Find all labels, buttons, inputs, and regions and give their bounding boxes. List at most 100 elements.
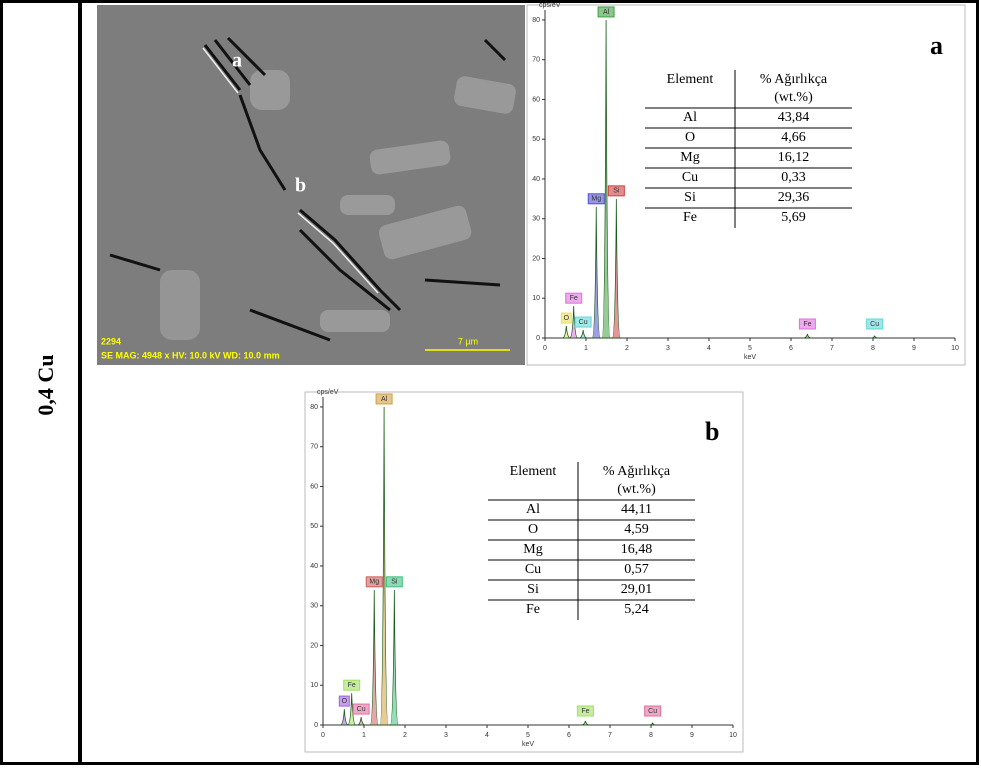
peak-label-box: [798, 318, 816, 330]
peak: [369, 589, 379, 726]
image-info: SE MAG: 4948 x HV: 10.0 kV WD: 10.0 mm: [101, 350, 280, 360]
table-header: % Ağırlıkça: [760, 72, 828, 87]
peak: [340, 709, 349, 726]
x-tick-label: 1: [362, 732, 366, 739]
table-cell: Si: [527, 582, 539, 597]
table-cell: 5,24: [624, 602, 649, 617]
table-cell: 43,84: [778, 110, 810, 125]
x-tick-label: 8: [649, 732, 653, 739]
table-cell: 0,57: [624, 562, 649, 577]
row-label: 0,4 Cu: [33, 354, 58, 415]
peak-label: Fe: [581, 708, 589, 715]
x-tick-label: 4: [485, 732, 489, 739]
peak: [579, 329, 588, 339]
composition-table: Element % Ağırlıkça (wt.%) Al 43,84 O 4,66 Mg 16…: [645, 70, 852, 228]
peak-label-box: [644, 705, 662, 717]
peak-label-box: [385, 576, 403, 588]
peak-label-box: [607, 185, 625, 197]
table-cell: Mg: [523, 542, 542, 557]
y-tick-label: 70: [532, 57, 540, 64]
peak-label: Fe: [348, 682, 356, 689]
x-tick-label: 7: [830, 345, 834, 352]
table-header: % Ağırlıkça: [603, 464, 671, 479]
y-unit: cps/eV: [539, 2, 561, 9]
table-cell: O: [528, 522, 538, 537]
peak: [611, 198, 621, 339]
plot-frame: [526, 4, 966, 366]
table-header: (wt.%): [774, 90, 813, 105]
y-tick-label: 60: [532, 96, 540, 103]
y-tick-label: 10: [532, 295, 540, 302]
table-header: (wt.%): [617, 482, 656, 497]
x-tick-label: 7: [608, 732, 612, 739]
x-tick-label: 0: [543, 345, 547, 352]
composition-table: Element % Ağırlıkça (wt.%) Al 44,11 O 4,59 Mg 16…: [488, 462, 695, 620]
x-tick-label: 10: [951, 345, 959, 352]
peak-label-box: [343, 679, 361, 691]
table-cell: 4,66: [781, 130, 806, 145]
peak-label-box: [375, 393, 393, 405]
sem-image: a b 2294 SE MAG: 4948 x HV: 10.0 kV WD: …: [97, 5, 525, 365]
peak: [347, 693, 356, 726]
table-cell: Fe: [526, 602, 540, 617]
eds-spectrum: cps/eV keV 0 10 20 30 40 50 60 70 80 0 1 2 3 4 5 6 7 8 9 10 O F…: [526, 2, 966, 366]
x-tick-label: 6: [789, 345, 793, 352]
peak-label-box: [365, 576, 383, 588]
peak-label: O: [342, 698, 348, 705]
x-tick-label: 0: [321, 732, 325, 739]
y-tick-label: 10: [310, 682, 318, 689]
x-tick-label: 2: [625, 345, 629, 352]
y-tick-label: 30: [310, 603, 318, 610]
x-unit: keV: [744, 354, 756, 361]
x-tick-label: 9: [912, 345, 916, 352]
plot-frame: [304, 391, 744, 753]
table-cell: 16,48: [621, 542, 653, 557]
peak-label: Cu: [870, 321, 879, 328]
table-cell: 29,36: [778, 190, 810, 205]
peak-label-box: [574, 316, 592, 328]
peak-label: Fe: [803, 321, 811, 328]
panel-letter: a: [930, 31, 943, 60]
peak: [648, 722, 657, 726]
peak: [581, 720, 590, 726]
peak-label: Al: [381, 396, 388, 403]
x-tick-label: 1: [584, 345, 588, 352]
point-label: a: [232, 50, 242, 72]
peak: [601, 19, 611, 339]
y-tick-label: 80: [532, 17, 540, 24]
eds-spectrum: cps/eV keV 0 10 20 30 40 50 60 70 80 0 1 2 3 4 5 6 7 8 9 10 O F…: [304, 389, 744, 753]
table-cell: Al: [683, 110, 697, 125]
peak-label-box: [866, 318, 884, 330]
y-tick-label: 30: [532, 216, 540, 223]
table-cell: 4,59: [624, 522, 649, 537]
x-tick-label: 5: [748, 345, 752, 352]
x-tick-label: 8: [871, 345, 875, 352]
table-cell: 16,12: [778, 150, 810, 165]
table-cell: Cu: [525, 562, 541, 577]
y-tick-label: 60: [310, 483, 318, 490]
table-cell: Mg: [680, 150, 699, 165]
peak-label: Mg: [591, 196, 601, 203]
x-tick-label: 4: [707, 345, 711, 352]
table-cell: Si: [684, 190, 696, 205]
table-cell: O: [685, 130, 695, 145]
peak-label-box: [560, 312, 572, 324]
peak-label-box: [597, 6, 615, 18]
y-tick-label: 70: [310, 444, 318, 451]
panel-letter: b: [705, 417, 719, 446]
peak: [569, 306, 578, 339]
peak: [379, 406, 389, 726]
peak-label: Al: [603, 9, 610, 16]
peak: [803, 333, 812, 339]
peak-label: Si: [613, 188, 620, 195]
y-tick-label: 80: [310, 404, 318, 411]
table-header: Element: [667, 72, 714, 87]
table-cell: Al: [526, 502, 540, 517]
x-tick-label: 2: [403, 732, 407, 739]
table-header: Element: [510, 464, 557, 479]
peak-label: Cu: [357, 706, 366, 713]
point-label: b: [295, 175, 306, 197]
table-cell: 44,11: [621, 502, 652, 517]
x-unit: keV: [522, 741, 534, 748]
